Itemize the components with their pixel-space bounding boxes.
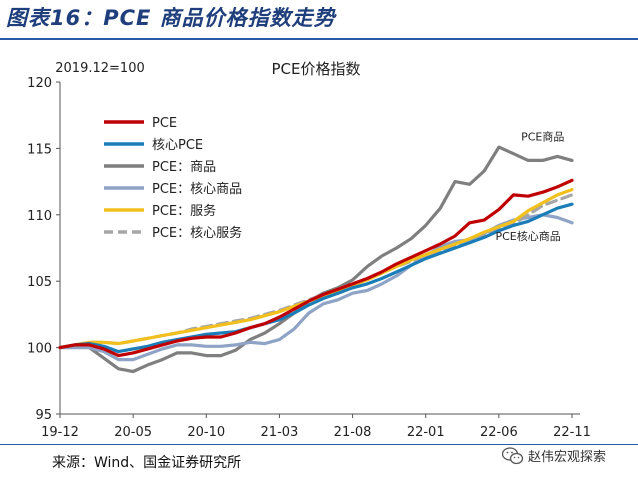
wechat-icon [502,446,524,464]
series-line-2 [58,145,574,374]
pce-line-chart: PCE价格指数 2019.12=100 95 100 105 110 115 120 19-12… [27,60,591,440]
x-tick-label: 21-08 [334,425,372,440]
y-tick-label: 110 [27,209,52,224]
source-note: 来源：Wind、国金证券研究所 [52,455,242,471]
legend-label-5: PCE：核心服务 [152,225,242,241]
annotation-1: PCE核心商品 [495,229,560,243]
legend-label-1: 核心PCE [152,138,203,153]
series-line-0 [58,178,574,358]
x-tick-label: 20-05 [114,425,152,440]
y-tick-label: 120 [27,76,52,91]
x-tick-label: 22-01 [407,425,445,440]
chart-title: PCE价格指数 [272,60,361,78]
footer-divider [0,444,638,445]
legend-label-4: PCE：服务 [152,203,216,219]
figure-title: 图表16：PCE 商品价格指数走势 [6,6,336,30]
series-line-1 [58,202,574,354]
legend-label-0: PCE [152,116,177,131]
legend-label-2: PCE：商品 [152,160,216,175]
chart-subtitle: 2019.12=100 [55,61,144,76]
watermark-text: 赵伟宏观探索 [528,450,607,465]
watermark: 赵伟宏观探索 [502,446,606,465]
y-tick-label: 105 [27,275,52,290]
x-tick-label: 21-03 [261,425,299,440]
x-tick-label: 22-11 [553,425,591,440]
annotation-0: PCE商品 [521,129,564,143]
title-divider [0,38,638,40]
x-tick-label: 20-10 [187,425,225,440]
y-tick-label: 95 [35,408,52,423]
legend-label-3: PCE：核心商品 [152,182,242,197]
series-line-5 [58,193,574,350]
x-tick-label: 19-12 [41,425,79,440]
y-tick-label: 115 [27,142,52,157]
x-tick-label: 22-06 [480,425,518,440]
y-tick-label: 100 [27,342,52,357]
